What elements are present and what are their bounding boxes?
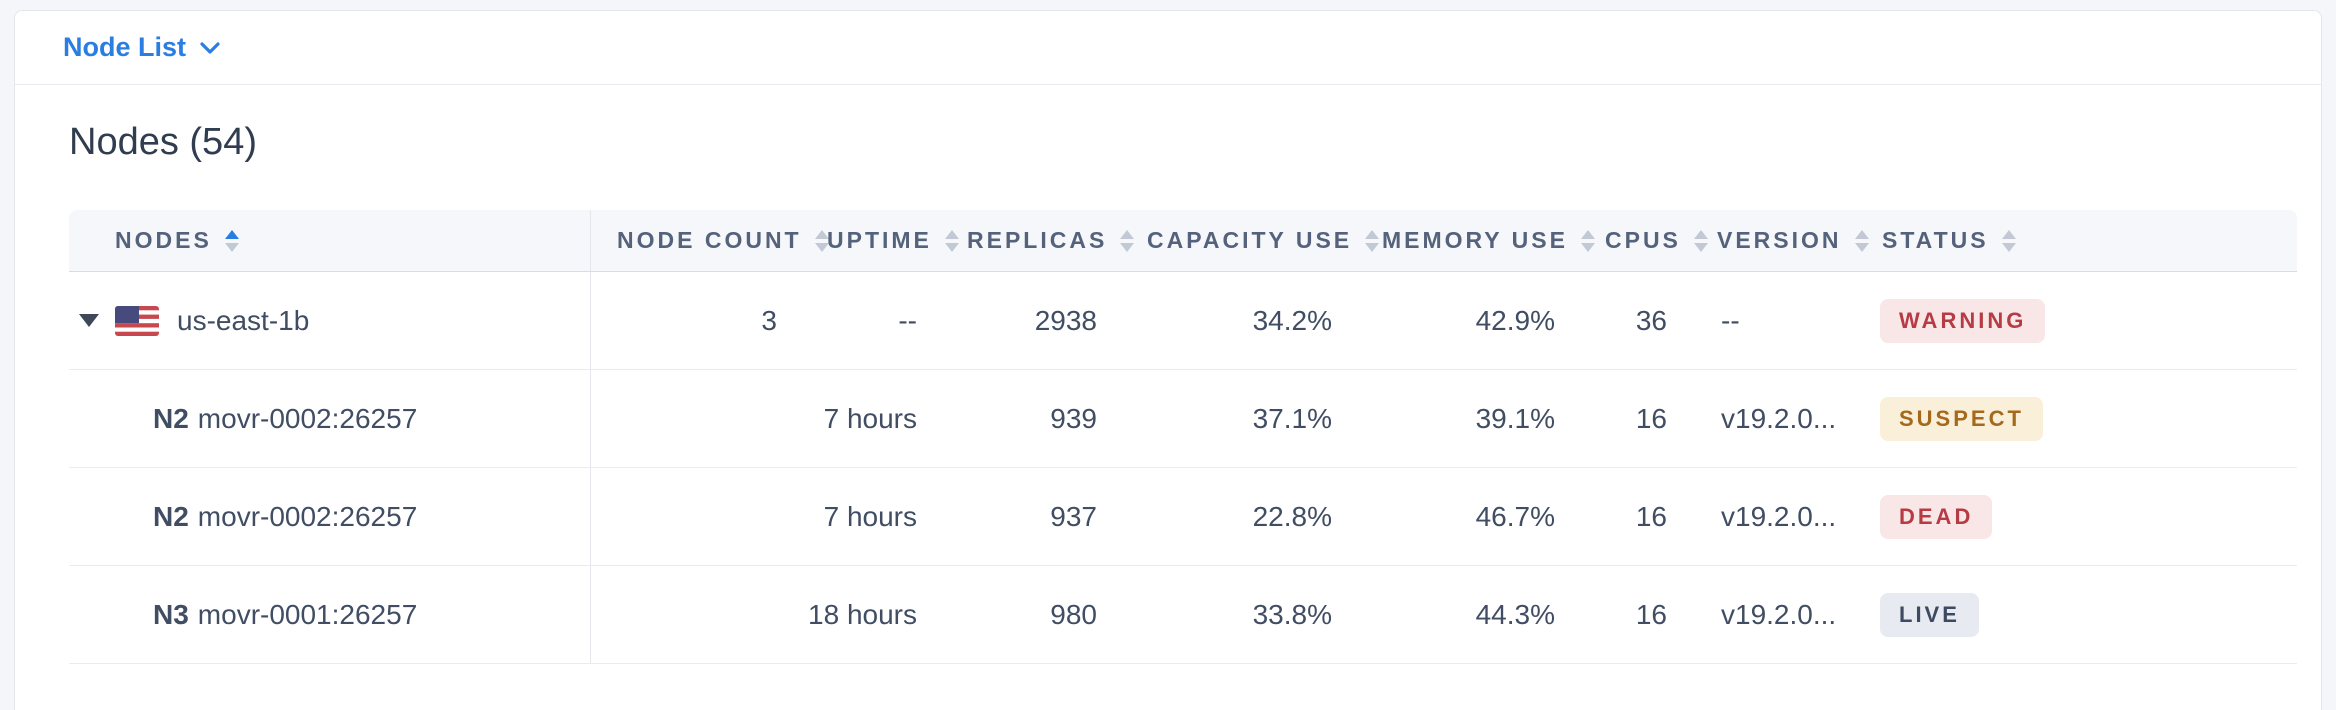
node-name: movr-0002:26257 xyxy=(197,500,418,532)
sort-icon xyxy=(944,229,959,252)
memory-use-cell: 44.3% xyxy=(1475,598,1555,630)
sort-icon xyxy=(224,229,239,252)
table-header-row: NODES NODE COUNT UPTIME REPLICAS CAPACIT… xyxy=(69,210,2297,272)
column-header-status[interactable]: STATUS xyxy=(1856,210,2297,271)
capacity-use-cell: 33.8% xyxy=(1252,598,1332,630)
chevron-down-icon xyxy=(200,41,220,55)
cpus-cell: 36 xyxy=(1635,304,1667,336)
uptime-cell: 7 hours xyxy=(823,500,917,532)
column-label: MEMORY USE xyxy=(1382,227,1568,253)
node-count-cell: 3 xyxy=(761,304,777,336)
status-badge: SUSPECT xyxy=(1880,396,2043,441)
status-cell: SUSPECT xyxy=(1856,396,2297,441)
nodes-cell: N2 movr-0002:26257 xyxy=(69,370,591,467)
version-cell: v19.2.0... xyxy=(1721,402,1837,434)
uptime-cell: -- xyxy=(898,304,917,336)
cpus-cell: 16 xyxy=(1635,500,1667,532)
table-row[interactable]: us-east-1b 3 -- 2938 34.2% 42.9% 36 -- W… xyxy=(69,272,2297,370)
uptime-cell: 18 hours xyxy=(808,598,917,630)
uptime-cell: 7 hours xyxy=(823,402,917,434)
table-row[interactable]: N3 movr-0001:26257 18 hours 980 33.8% 44… xyxy=(69,566,2297,664)
table-row[interactable]: N2 movr-0002:26257 7 hours 939 37.1% 39.… xyxy=(69,370,2297,468)
version-cell: v19.2.0... xyxy=(1721,598,1837,630)
view-selector-dropdown[interactable]: Node List xyxy=(63,32,220,63)
page-title: Nodes (54) xyxy=(69,121,257,163)
nodes-cell: us-east-1b xyxy=(69,272,591,369)
sort-icon xyxy=(1120,229,1135,252)
node-name: movr-0001:26257 xyxy=(197,598,418,630)
column-label: STATUS xyxy=(1882,227,1989,253)
node-name: us-east-1b xyxy=(177,304,310,336)
sort-icon xyxy=(1580,229,1595,252)
memory-use-cell: 46.7% xyxy=(1475,500,1555,532)
column-label: NODES xyxy=(115,227,212,253)
column-header-replicas[interactable]: REPLICAS xyxy=(941,210,1135,271)
table-row[interactable]: N2 movr-0002:26257 7 hours 937 22.8% 46.… xyxy=(69,468,2297,566)
replicas-cell: 937 xyxy=(1050,500,1097,532)
column-header-node-count[interactable]: NODE COUNT xyxy=(591,210,829,271)
column-header-nodes[interactable]: NODES xyxy=(69,210,591,271)
sort-icon xyxy=(1693,229,1708,252)
node-name: movr-0002:26257 xyxy=(197,402,418,434)
status-badge: DEAD xyxy=(1880,494,1993,539)
version-cell: -- xyxy=(1721,304,1740,336)
nodes-section: Nodes (54) NODES NODE COUNT UPTIME REPLI… xyxy=(15,85,2321,664)
column-header-memory-use[interactable]: MEMORY USE xyxy=(1356,210,1595,271)
view-selector-label: Node List xyxy=(63,32,187,62)
node-list-card: Node List Nodes (54) NODES NODE COUNT xyxy=(14,10,2322,710)
status-cell: LIVE xyxy=(1856,592,2297,637)
cpus-cell: 16 xyxy=(1635,598,1667,630)
column-header-capacity-use[interactable]: CAPACITY USE xyxy=(1121,210,1380,271)
sort-icon xyxy=(814,229,829,252)
nodes-cell: N3 movr-0001:26257 xyxy=(69,566,591,663)
column-header-uptime[interactable]: UPTIME xyxy=(801,210,959,271)
capacity-use-cell: 34.2% xyxy=(1252,304,1332,336)
column-header-version[interactable]: VERSION xyxy=(1691,210,1869,271)
view-topbar: Node List xyxy=(15,11,2321,85)
status-badge: WARNING xyxy=(1880,298,2046,343)
table-body: us-east-1b 3 -- 2938 34.2% 42.9% 36 -- W… xyxy=(69,272,2297,664)
memory-use-cell: 39.1% xyxy=(1475,402,1555,434)
replicas-cell: 939 xyxy=(1050,402,1097,434)
replicas-cell: 2938 xyxy=(1034,304,1097,336)
column-label: NODE COUNT xyxy=(617,227,802,253)
memory-use-cell: 42.9% xyxy=(1475,304,1555,336)
status-badge: LIVE xyxy=(1880,592,1979,637)
node-id: N2 xyxy=(153,402,189,434)
cpus-cell: 16 xyxy=(1635,402,1667,434)
node-id: N2 xyxy=(153,500,189,532)
expand-caret-icon[interactable] xyxy=(79,314,99,327)
column-label: REPLICAS xyxy=(967,227,1108,253)
capacity-use-cell: 37.1% xyxy=(1252,402,1332,434)
nodes-table: NODES NODE COUNT UPTIME REPLICAS CAPACIT… xyxy=(69,210,2297,664)
column-label: VERSION xyxy=(1717,227,1842,253)
us-flag-icon xyxy=(115,305,159,336)
sort-icon xyxy=(2001,229,2016,252)
status-cell: DEAD xyxy=(1856,494,2297,539)
sort-icon xyxy=(1365,229,1380,252)
column-label: UPTIME xyxy=(827,227,932,253)
status-cell: WARNING xyxy=(1856,298,2297,343)
column-label: CPUS xyxy=(1605,227,1681,253)
column-label: CAPACITY USE xyxy=(1147,227,1353,253)
replicas-cell: 980 xyxy=(1050,598,1097,630)
sort-icon xyxy=(1854,229,1869,252)
column-header-cpus[interactable]: CPUS xyxy=(1579,210,1708,271)
nodes-cell: N2 movr-0002:26257 xyxy=(69,468,591,565)
capacity-use-cell: 22.8% xyxy=(1252,500,1332,532)
version-cell: v19.2.0... xyxy=(1721,500,1837,532)
node-id: N3 xyxy=(153,598,189,630)
